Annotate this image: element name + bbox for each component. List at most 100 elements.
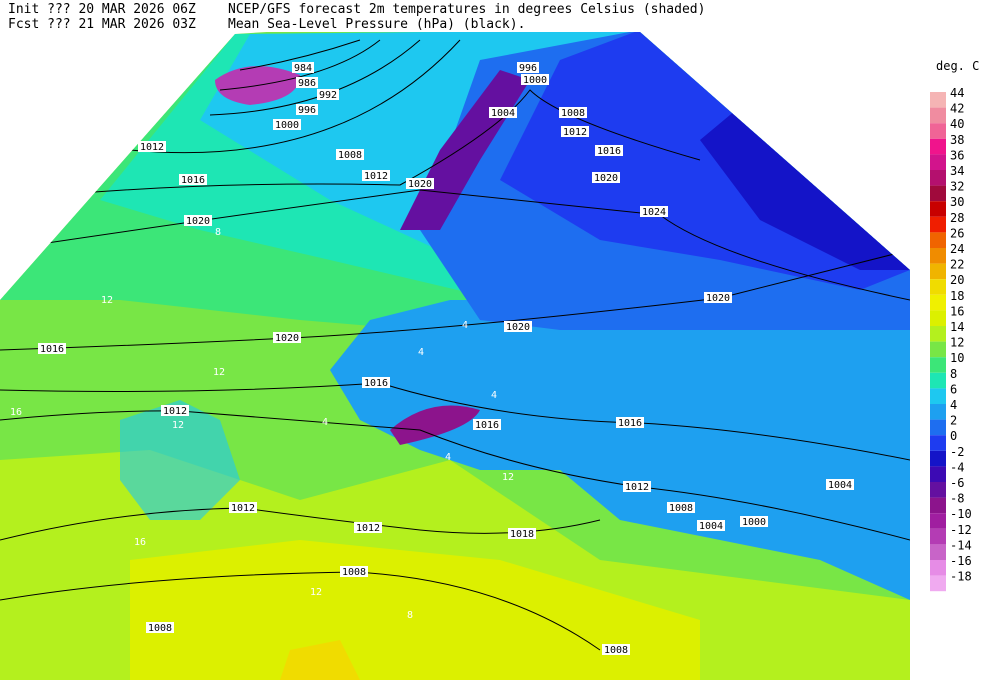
isobar-label: 1000	[523, 75, 547, 86]
colorbar-label: 44	[950, 86, 964, 100]
colorbar-title: deg. C	[936, 59, 979, 73]
colorbar-swatch	[930, 575, 946, 592]
isobar-label-box	[354, 522, 382, 533]
isobar-label: 1004	[699, 521, 723, 532]
colorbar-swatch	[930, 248, 946, 264]
isobar-label-box	[489, 107, 517, 118]
isobar-labels: 9849869929961000101210081012101610201020…	[38, 62, 854, 656]
colorbar-swatch	[930, 154, 946, 170]
isobar-label: 1016	[475, 420, 499, 431]
isobar-label-box	[559, 107, 587, 118]
isobar-label-box	[179, 174, 207, 185]
colorbar-label: 38	[950, 133, 964, 147]
temperature-field	[0, 26, 910, 680]
colorbar-label: 18	[950, 289, 964, 303]
isobar-label-box	[273, 332, 301, 343]
colorbar-swatch	[930, 294, 946, 311]
temperature-labels: 12 12 12 8 4 4 4 4 4 12 16 16 12 8	[10, 227, 514, 621]
colorbar-label: 12	[950, 336, 964, 350]
isobar-label: 1020	[594, 173, 618, 184]
colorbar-label: 22	[950, 258, 964, 272]
isobar-label-box	[595, 145, 623, 156]
colorbar-swatch	[930, 216, 946, 233]
colorbar: 4442403836343230282624222018161412108642…	[930, 86, 972, 592]
colorbar-label: 26	[950, 226, 964, 240]
isobar-label: 1012	[356, 523, 380, 534]
isobar-label: 1008	[669, 503, 693, 514]
colorbar-swatch	[930, 528, 946, 545]
isobar-label-box	[406, 178, 434, 189]
title-line: NCEP/GFS forecast 2m temperatures in deg…	[228, 2, 705, 17]
colorbar-label: -14	[950, 538, 972, 552]
isobar-label-box	[362, 170, 390, 181]
colorbar-label: 20	[950, 273, 964, 287]
colorbar-swatch	[930, 560, 946, 576]
temperature-label: 8	[215, 227, 221, 238]
colorbar-label: 16	[950, 304, 964, 318]
isobar-label-box	[640, 206, 668, 217]
isobar-label: 1008	[148, 623, 172, 634]
colorbar-label: -18	[950, 570, 972, 584]
colorbar-swatch	[930, 201, 946, 217]
colorbar-label: -6	[950, 476, 964, 490]
colorbar-label: 0	[950, 429, 957, 443]
isobar-label: 1012	[140, 142, 164, 153]
colorbar-swatch	[930, 263, 946, 280]
colorbar-label: -2	[950, 445, 964, 459]
isobar-label: 1012	[625, 482, 649, 493]
colorbar-swatch	[930, 232, 946, 248]
temperature-label: 16	[134, 537, 146, 548]
isobar-label: 1008	[342, 567, 366, 578]
temperature-label: 12	[310, 587, 322, 598]
colorbar-label: 34	[950, 164, 964, 178]
colorbar-swatch	[930, 450, 946, 467]
header-band	[0, 0, 1000, 32]
colorbar-label: -10	[950, 507, 972, 521]
colorbar-label: -12	[950, 523, 972, 537]
isobar-label: 1020	[506, 322, 530, 333]
colorbar-label: 40	[950, 117, 964, 131]
isobar-label: 996	[298, 105, 316, 116]
isobar-label: 1012	[163, 406, 187, 417]
isobar-label-box	[229, 502, 257, 513]
isobar-label: 1004	[828, 480, 852, 491]
colorbar-swatch	[930, 170, 946, 186]
temperature-label: 16	[10, 407, 22, 418]
isobar-label-box	[667, 502, 695, 513]
colorbar-swatch	[930, 185, 946, 202]
isobar-label-box	[517, 62, 539, 73]
isobar-label-box	[508, 528, 536, 539]
temperature-label: 4	[322, 417, 328, 428]
isobar-label-box	[296, 104, 318, 115]
isobar-label: 1000	[742, 517, 766, 528]
isobar-label: 1020	[186, 216, 210, 227]
colorbar-label: 24	[950, 242, 964, 256]
colorbar-label: -8	[950, 492, 964, 506]
colorbar-swatch	[930, 388, 946, 404]
colorbar-swatch	[930, 497, 946, 514]
isobar-label-box	[521, 74, 549, 85]
isobar-label: 1016	[618, 418, 642, 429]
colorbar-label: -16	[950, 554, 972, 568]
isobar-label: 1012	[563, 127, 587, 138]
colorbar-swatch	[930, 107, 946, 124]
isobar-label-box	[138, 141, 166, 152]
colorbar-swatch	[930, 357, 946, 373]
isobar-label-box	[340, 566, 368, 577]
colorbar-label: 30	[950, 195, 964, 209]
temperature-label: 8	[407, 610, 413, 621]
isobar-label-box	[473, 419, 501, 430]
isobar-label: 1018	[510, 529, 534, 540]
isobar-label-box	[362, 377, 390, 388]
isobar-label: 1008	[604, 645, 628, 656]
isobar-label: 1012	[364, 171, 388, 182]
colorbar-swatch	[930, 341, 946, 358]
colorbar-swatch	[930, 138, 946, 155]
colorbar-swatch	[930, 513, 946, 529]
isobar-label-box	[292, 62, 314, 73]
isobar-label: 1012	[231, 503, 255, 514]
isobar-label: 996	[519, 63, 537, 74]
colorbar-label: 36	[950, 148, 964, 162]
isobar-label-box	[561, 126, 589, 137]
